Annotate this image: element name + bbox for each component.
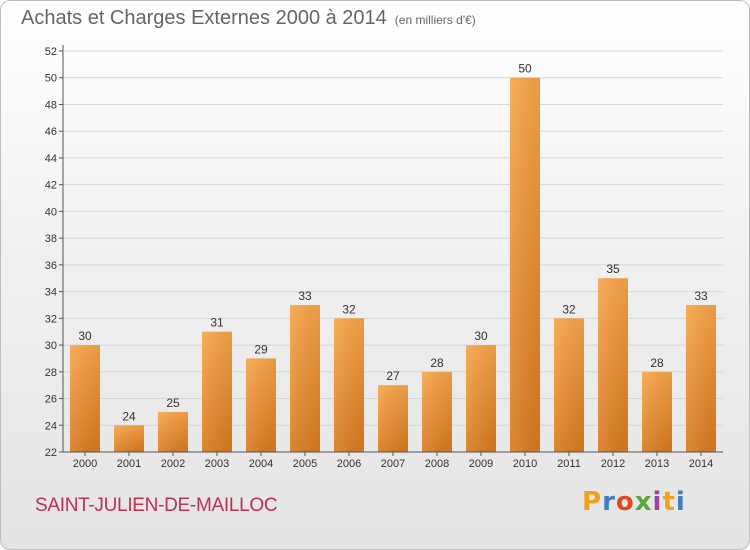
chart-title-text: Achats et Charges Externes 2000 à 2014 <box>21 7 387 29</box>
y-tick-label-34: 34 <box>45 287 57 299</box>
bar-shade-2011 <box>554 318 584 452</box>
x-tick-label-2013: 2013 <box>645 458 669 470</box>
data-label-2004: 29 <box>254 342 268 356</box>
bar-shade-2000 <box>70 345 100 452</box>
y-tick-label-46: 46 <box>45 126 57 138</box>
data-label-2007: 27 <box>386 369 400 383</box>
bar-shade-2009 <box>466 345 496 452</box>
data-label-2001: 24 <box>122 409 136 423</box>
bar-shade-2001 <box>114 425 144 452</box>
data-label-2014: 33 <box>694 289 708 303</box>
data-label-2008: 28 <box>430 356 444 370</box>
y-tick-label-40: 40 <box>45 206 57 218</box>
x-tick-label-2008: 2008 <box>425 458 449 470</box>
y-tick-label-24: 24 <box>45 420 57 432</box>
data-label-2012: 35 <box>606 262 620 276</box>
x-tick-label-2004: 2004 <box>249 458 273 470</box>
chart-subtitle: (en milliers d'€) <box>394 13 476 27</box>
x-tick-label-2001: 2001 <box>117 458 141 470</box>
proxiti-logo: Proxiti <box>582 487 686 517</box>
y-tick-label-52: 52 <box>45 46 57 58</box>
labels: 22 24 26 28 30 32 34 36 38 40 42 44 46 48 50 52 30 2000 24… <box>45 46 713 470</box>
y-tick-label-22: 22 <box>45 447 57 459</box>
x-tick-label-2003: 2003 <box>205 458 229 470</box>
x-tick-label-2007: 2007 <box>381 458 405 470</box>
bar-shade-2012 <box>598 278 628 452</box>
x-tick-label-2000: 2000 <box>73 458 97 470</box>
x-tick-label-2014: 2014 <box>689 458 713 470</box>
x-tick-label-2006: 2006 <box>337 458 361 470</box>
y-tick-label-28: 28 <box>45 367 57 379</box>
y-tick-label-50: 50 <box>45 73 57 85</box>
bar-shade-2007 <box>378 385 408 452</box>
y-tick-label-26: 26 <box>45 394 57 406</box>
bar-shade-2002 <box>158 411 188 452</box>
chart-title: Achats et Charges Externes 2000 à 2014 (e… <box>21 7 476 30</box>
y-tick-label-48: 48 <box>45 99 57 111</box>
bar-shade-2010 <box>510 77 540 452</box>
data-label-2002: 25 <box>166 396 180 410</box>
data-label-2010: 50 <box>518 62 532 76</box>
x-tick-label-2011: 2011 <box>557 458 581 470</box>
data-label-2000: 30 <box>78 329 92 343</box>
data-label-2003: 31 <box>210 316 224 330</box>
bar-shade-2014 <box>686 304 716 452</box>
data-label-2005: 33 <box>298 289 312 303</box>
data-label-2009: 30 <box>474 329 488 343</box>
bar-shade-2003 <box>202 331 232 452</box>
bar-shade-2008 <box>422 371 452 452</box>
bar-shade-2004 <box>246 358 276 452</box>
bar-shade-2005 <box>290 304 320 452</box>
axes <box>59 45 723 456</box>
bar-shade-2013 <box>642 371 672 452</box>
x-tick-label-2002: 2002 <box>161 458 185 470</box>
y-tick-label-36: 36 <box>45 260 57 272</box>
y-tick-label-42: 42 <box>45 180 57 192</box>
bar-shade-2006 <box>334 318 364 452</box>
data-label-2013: 28 <box>650 356 664 370</box>
x-tick-label-2010: 2010 <box>513 458 537 470</box>
data-label-2011: 32 <box>562 302 576 316</box>
y-tick-label-38: 38 <box>45 233 57 245</box>
commune-name: SAINT-JULIEN-DE-MAILLOC <box>35 495 278 516</box>
data-label-2006: 32 <box>342 302 356 316</box>
y-tick-label-30: 30 <box>45 340 57 352</box>
x-tick-label-2005: 2005 <box>293 458 317 470</box>
bars <box>70 77 716 452</box>
y-tick-label-44: 44 <box>45 153 57 165</box>
y-tick-label-32: 32 <box>45 313 57 325</box>
x-tick-label-2012: 2012 <box>601 458 625 470</box>
x-tick-label-2009: 2009 <box>469 458 493 470</box>
